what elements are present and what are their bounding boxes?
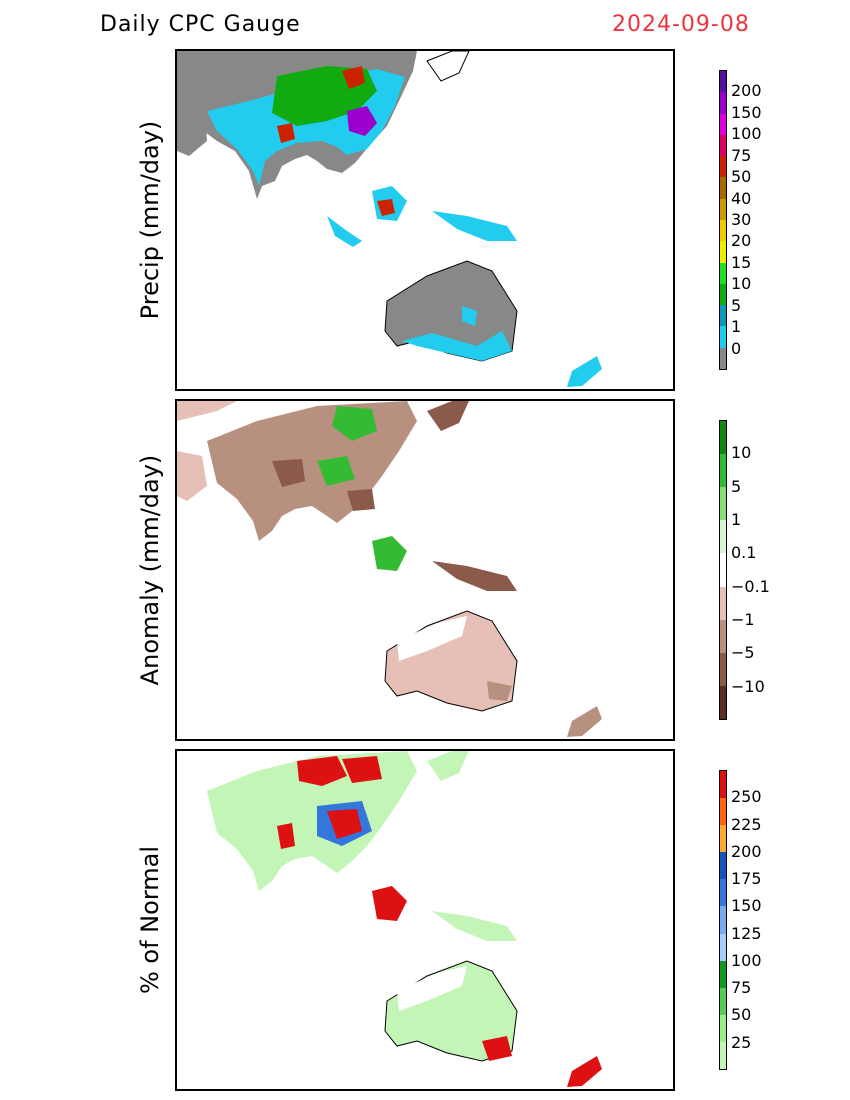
colorbar-segment xyxy=(720,198,726,221)
colorbar-segment xyxy=(720,241,726,263)
colorbar-tick-label: −5 xyxy=(731,643,755,663)
colorbar-segment xyxy=(720,553,726,587)
colorbar-tick-label: 20 xyxy=(731,231,752,251)
anomaly-axis-label: Anomaly (mm/day) xyxy=(136,454,164,686)
colorbar-tick-label: 5 xyxy=(731,295,742,315)
colorbar-tick-label: 175 xyxy=(731,869,762,889)
colorbar-tick-label: 150 xyxy=(731,102,762,122)
anomaly-map-panel xyxy=(175,399,675,741)
colorbar-tick-label: 40 xyxy=(731,188,752,208)
colorbar-tick-label: 75 xyxy=(731,978,752,998)
colorbar-tick-label: 125 xyxy=(731,923,762,943)
colorbar-segment xyxy=(720,326,726,348)
colorbar-tick-label: 200 xyxy=(731,841,762,861)
percent-normal-map xyxy=(177,751,673,1089)
colorbar-segment xyxy=(720,156,726,178)
colorbar-tick-label: 200 xyxy=(731,81,762,101)
colorbar-segment xyxy=(720,825,726,853)
colorbar-segment xyxy=(720,92,726,114)
colorbar-tick-label: 25 xyxy=(731,1032,752,1052)
colorbar-segment xyxy=(720,113,726,135)
colorbar-tick-label: 225 xyxy=(731,814,762,834)
colorbar-tick-label: 150 xyxy=(731,896,762,916)
colorbar-segment xyxy=(720,305,726,327)
colorbar-segment xyxy=(720,906,726,934)
colorbar-segment xyxy=(720,586,726,620)
colorbar-segment xyxy=(720,798,726,826)
colorbar-tick-label: 10 xyxy=(731,274,752,294)
percent-normal-map-panel xyxy=(175,749,675,1091)
colorbar-segment xyxy=(720,1041,726,1069)
colorbar-tick-label: 100 xyxy=(731,124,762,144)
colorbar-tick-label: 15 xyxy=(731,252,752,272)
colorbar-segment xyxy=(720,347,726,369)
precip-map-panel xyxy=(175,49,675,391)
colorbar-segment xyxy=(720,520,726,554)
colorbar-tick-label: −10 xyxy=(731,676,765,696)
colorbar-segment xyxy=(720,283,726,306)
colorbar-tick-label: 1 xyxy=(731,317,742,337)
precip-map xyxy=(177,51,673,389)
precip-colorbar xyxy=(719,70,727,370)
colorbar-segment xyxy=(720,262,726,284)
colorbar-tick-label: 50 xyxy=(731,167,752,187)
colorbar-segment xyxy=(720,1014,726,1042)
colorbar-tick-label: 50 xyxy=(731,1005,752,1025)
colorbar-tick-label: 5 xyxy=(731,476,742,496)
colorbar-tick-label: 0.1 xyxy=(731,543,757,563)
colorbar-segment xyxy=(720,421,726,455)
colorbar-segment xyxy=(720,220,726,242)
map-date: 2024-09-08 xyxy=(612,12,750,37)
colorbar-tick-label: 10 xyxy=(731,443,752,463)
colorbar-tick-label: 1 xyxy=(731,510,742,529)
colorbar-segment xyxy=(720,487,726,521)
colorbar-tick-label: 100 xyxy=(731,950,762,970)
colorbar-segment xyxy=(720,770,726,799)
anomaly-colorbar xyxy=(719,420,727,720)
percent-normal-colorbar xyxy=(719,770,727,1070)
colorbar-segment xyxy=(720,454,726,488)
colorbar-tick-label: 0 xyxy=(731,338,742,358)
colorbar-tick-label: 250 xyxy=(731,787,762,807)
colorbar-segment xyxy=(720,987,726,1015)
colorbar-segment xyxy=(720,619,726,653)
colorbar-tick-label: −1 xyxy=(731,610,755,629)
percent-normal-axis-label: % of Normal xyxy=(136,845,164,995)
colorbar-segment xyxy=(720,960,726,988)
colorbar-segment xyxy=(720,685,726,719)
colorbar-segment xyxy=(720,879,726,907)
colorbar-segment xyxy=(720,134,726,157)
colorbar-segment xyxy=(720,652,726,686)
map-title: Daily CPC Gauge xyxy=(100,12,301,37)
colorbar-tick-label: −0.1 xyxy=(731,576,770,596)
colorbar-segment xyxy=(720,177,726,199)
colorbar-segment xyxy=(720,852,726,880)
colorbar-segment xyxy=(720,71,726,93)
colorbar-segment xyxy=(720,933,726,961)
precip-axis-label: Precip (mm/day) xyxy=(136,120,164,320)
anomaly-map xyxy=(177,401,673,739)
colorbar-tick-label: 75 xyxy=(731,145,752,165)
colorbar-tick-label: 30 xyxy=(731,210,752,229)
